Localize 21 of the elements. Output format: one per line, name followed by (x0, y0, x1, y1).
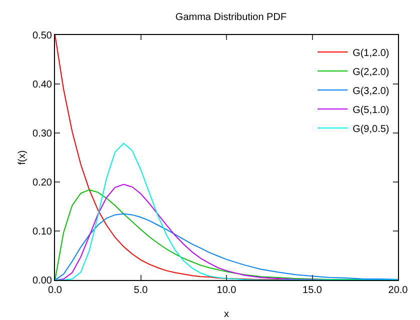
legend-label: G(9,0.5) (352, 124, 390, 135)
x-tick-label: 20.0 (388, 285, 408, 296)
y-tick-label: 0.30 (32, 128, 52, 140)
chart-title: Gamma Distribution PDF (175, 12, 287, 23)
y-tick-label: 0.40 (32, 80, 52, 90)
y-tick-label: 0.50 (32, 30, 52, 42)
x-tick-label: 10.0 (216, 285, 237, 296)
x-tick-label: 0.0 (48, 285, 62, 296)
y-tick-label: 0.20 (32, 178, 52, 188)
x-axis-title: x (224, 309, 229, 320)
legend-label: G(2,2.0) (352, 66, 390, 78)
legend-label: G(5,1.0) (352, 104, 390, 116)
y-tick-label: 0.10 (32, 226, 52, 238)
y-axis-title: f(x) (17, 150, 28, 165)
y-tick-label: 0.00 (32, 276, 52, 286)
line-series (55, 213, 398, 280)
x-tick-label: 15.0 (302, 285, 322, 296)
legend-label: G(3,2.0) (352, 86, 390, 97)
legend-label: G(1,2.0) (352, 48, 390, 59)
line-series (55, 142, 398, 280)
x-tick-label: 5.0 (134, 285, 148, 296)
